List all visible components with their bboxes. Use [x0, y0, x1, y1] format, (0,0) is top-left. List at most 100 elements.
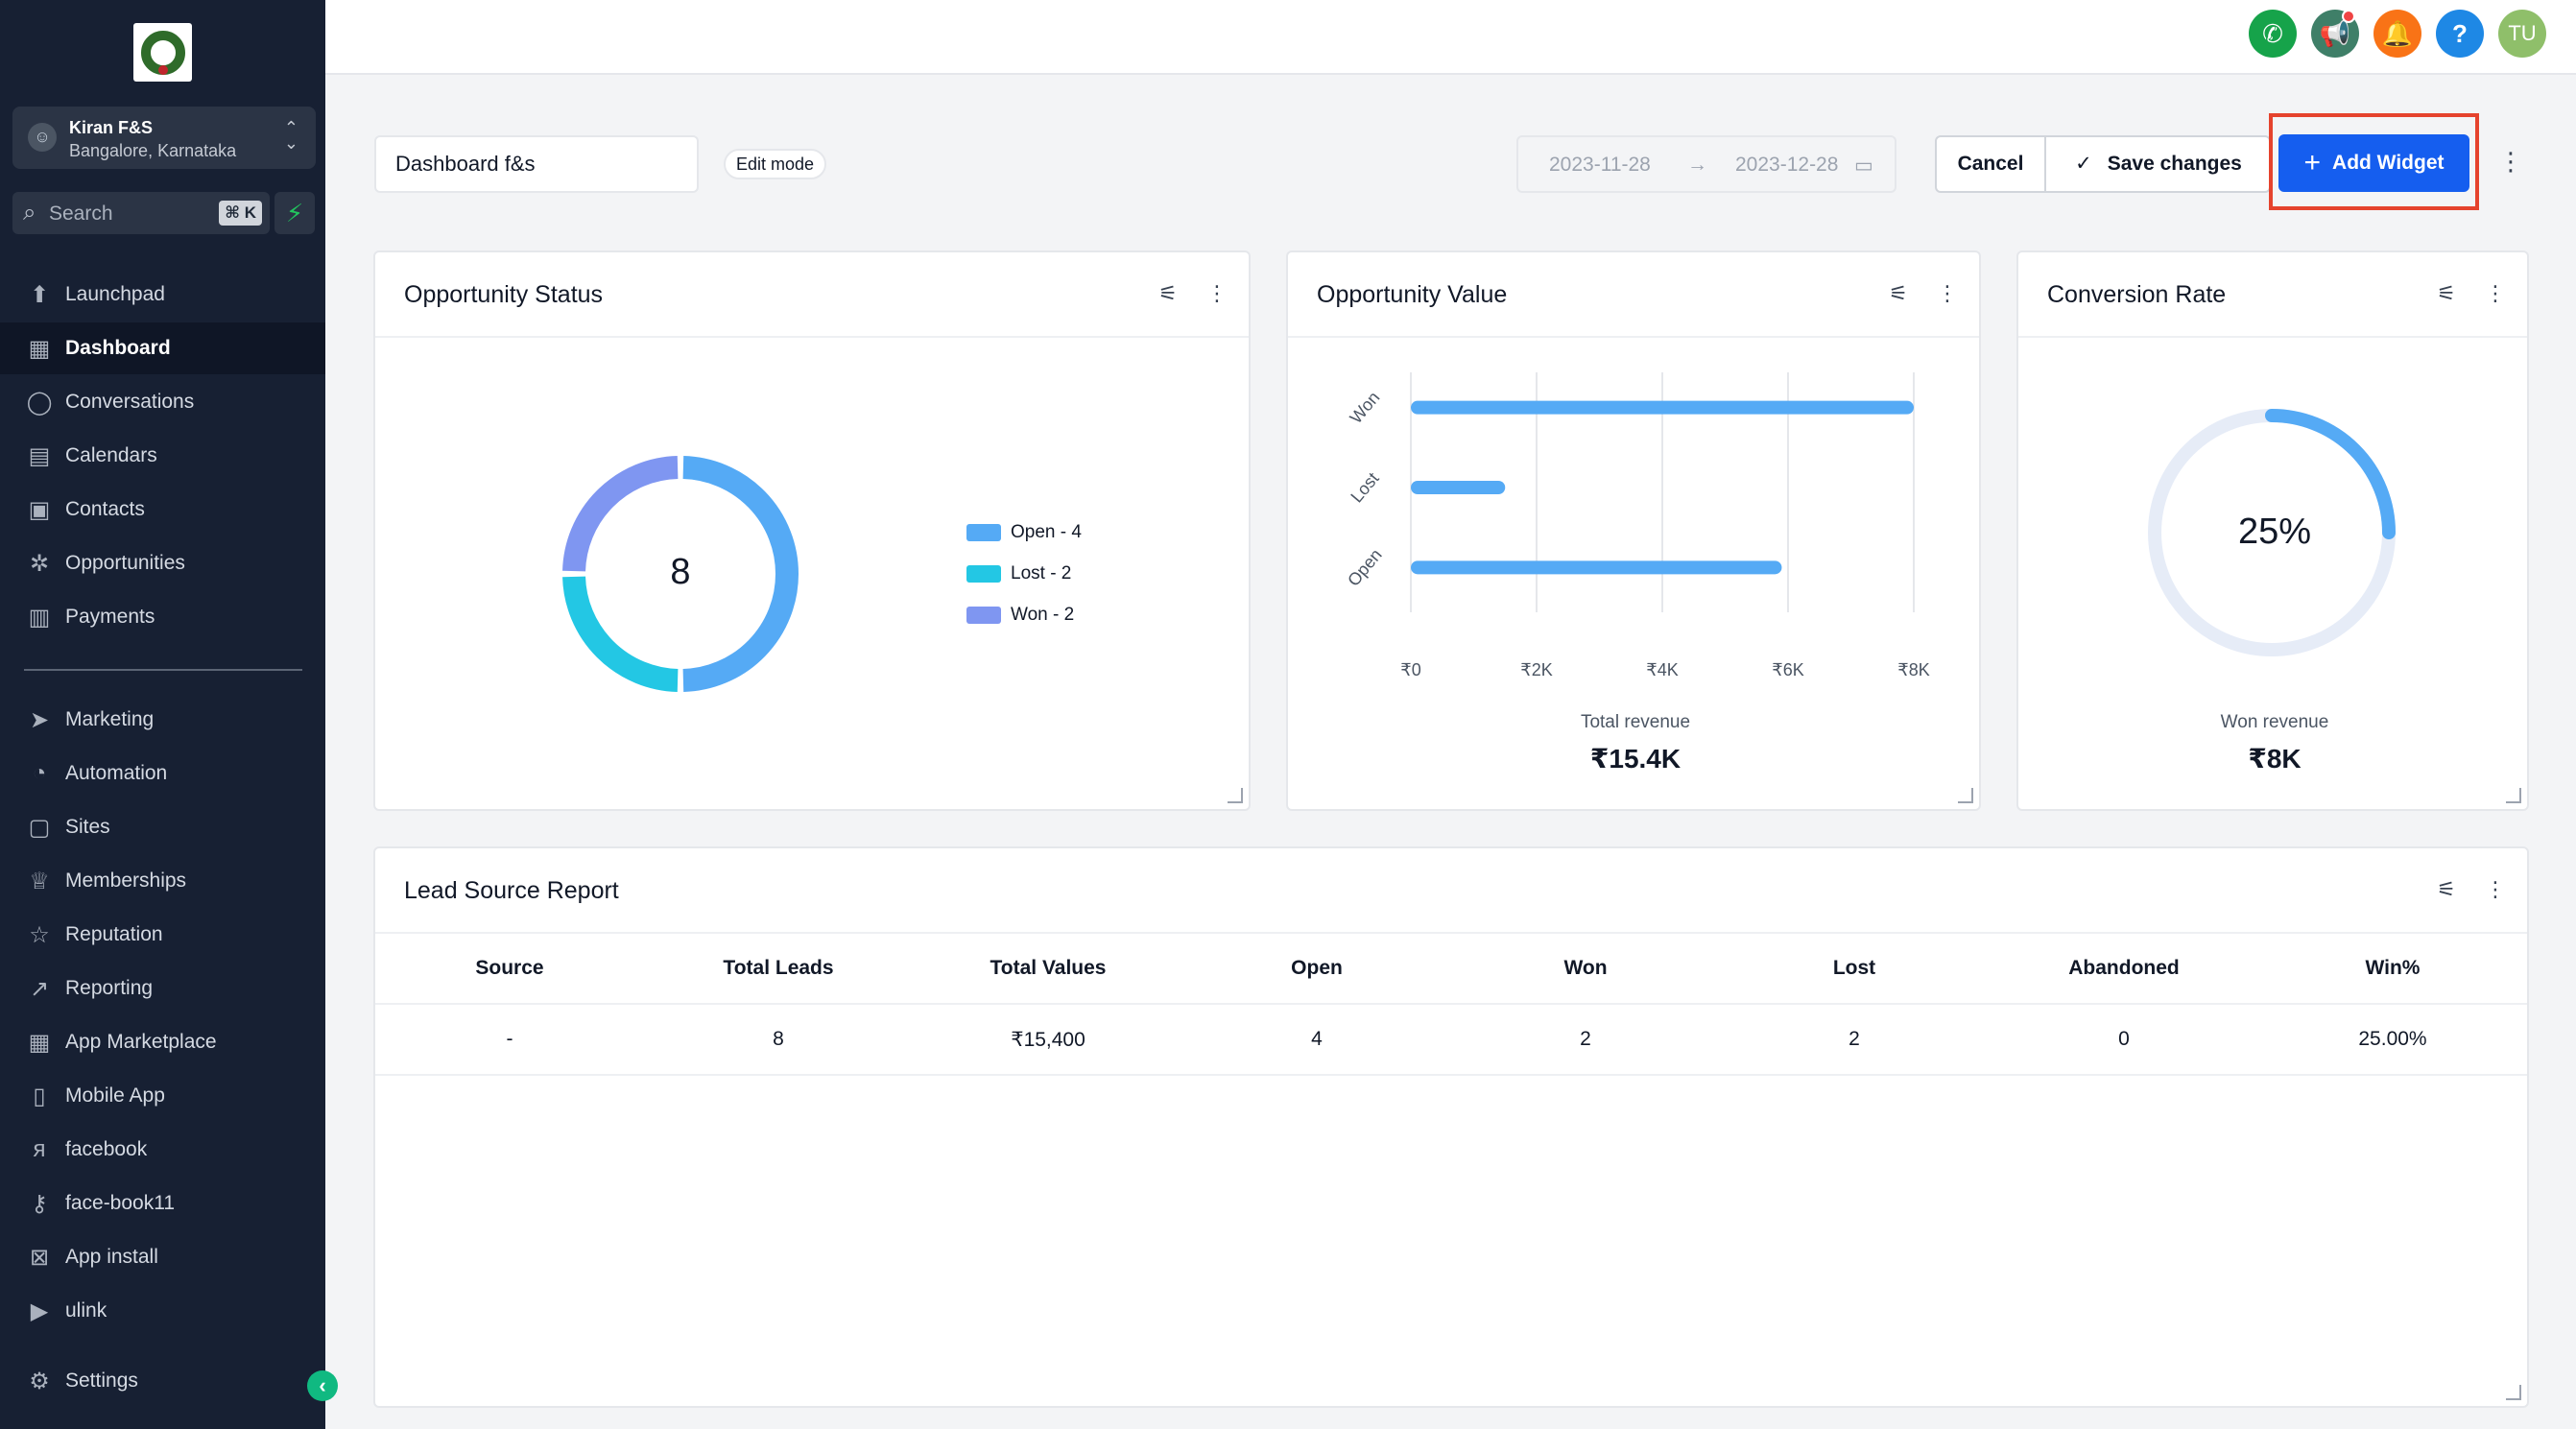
legend-item-won[interactable]: Won - 2	[966, 605, 1074, 626]
won-revenue-value: ₹8K	[2248, 744, 2302, 774]
user-avatar[interactable]: TU	[2498, 10, 2546, 58]
column-header[interactable]: Open	[1291, 957, 1343, 979]
megaphone-icon: 📢	[2319, 18, 2351, 48]
more-options-icon[interactable]: ⋮	[2485, 877, 2506, 901]
edit-actions: Cancel ✓ Save changes	[1935, 135, 2271, 193]
opportunity-status-card: Opportunity Status ⚟ ⋮ 8 Open - 4 Lost -…	[373, 250, 1251, 811]
bar-lost[interactable]	[1411, 481, 1506, 494]
search-input[interactable]: ⌕ Search ⌘ K	[12, 192, 270, 234]
x-tick-label: ₹8K	[1897, 660, 1929, 679]
conversion-percent: 25%	[2237, 512, 2312, 552]
column-header[interactable]: Abandoned	[2068, 957, 2180, 979]
sidebar-item-sites[interactable]: ▢ Sites	[0, 801, 325, 853]
sidebar-item-conversations[interactable]: ◯ Conversations	[0, 376, 325, 428]
sidebar-item-automation[interactable]: ◔ Automation	[0, 748, 325, 799]
column-header[interactable]: Total Leads	[723, 957, 834, 979]
column-header[interactable]: Win%	[2365, 957, 2421, 979]
contacts-icon: ▣	[28, 496, 51, 523]
y-tick-label: Won	[1347, 388, 1384, 427]
resize-handle[interactable]	[2506, 1385, 2521, 1400]
more-options-icon[interactable]: ⋮	[2485, 281, 2506, 305]
dashboard-icon: ▦	[28, 335, 51, 362]
search-placeholder: Search	[49, 202, 113, 225]
sidebar-item-label: ulink	[65, 1299, 107, 1322]
sidebar-item-label: Payments	[65, 606, 155, 628]
column-header[interactable]: Lost	[1832, 957, 1876, 979]
sidebar-item-label: Reporting	[65, 977, 154, 999]
account-location: Bangalore, Karnataka	[69, 141, 237, 160]
bar-won[interactable]	[1411, 400, 1914, 415]
x-tick-label: ₹0	[1400, 660, 1420, 679]
mobile-icon: ▯	[33, 1083, 46, 1109]
filter-icon[interactable]: ⚟	[2437, 877, 2456, 901]
column-header[interactable]: Total Values	[990, 957, 1107, 979]
cancel-button[interactable]: Cancel	[1937, 137, 2046, 191]
date-range-picker[interactable]: 2023-11-28 → 2023-12-28 ▭	[1516, 135, 1896, 193]
notifications-button[interactable]: 🔔	[2373, 10, 2421, 58]
sidebar-item-facebook[interactable]: я facebook	[0, 1124, 325, 1176]
bar-open[interactable]	[1411, 560, 1782, 575]
filter-icon[interactable]: ⚟	[1889, 281, 1908, 305]
sidebar-item-memberships[interactable]: ♕ Memberships	[0, 855, 325, 907]
column-header[interactable]: Won	[1563, 957, 1608, 979]
sidebar-item-label: Launchpad	[65, 283, 165, 305]
legend-label: Open - 4	[1011, 522, 1082, 542]
quick-action-button[interactable]: ⚡	[274, 192, 315, 234]
sidebar-item-app-install[interactable]: ⊠ App install	[0, 1231, 325, 1283]
phone-button[interactable]: ✆	[2249, 10, 2297, 58]
more-options-icon[interactable]: ⋮	[2498, 147, 2523, 176]
resize-handle[interactable]	[1228, 788, 1243, 803]
launchpad-icon: ⬆	[29, 281, 50, 308]
sidebar-item-label: App install	[65, 1246, 158, 1268]
sidebar-item-reputation[interactable]: ☆ Reputation	[0, 909, 325, 961]
add-widget-button[interactable]: + Add Widget	[2278, 134, 2469, 192]
memberships-icon: ♕	[29, 868, 50, 894]
sidebar-item-reporting[interactable]: ↗ Reporting	[0, 963, 325, 1014]
table-cell: 2	[1849, 1028, 1860, 1050]
sidebar-item-dashboard[interactable]: ▦ Dashboard	[0, 322, 325, 374]
resize-handle[interactable]	[2506, 788, 2521, 803]
chat-icon: ◯	[26, 389, 53, 416]
sidebar-item-calendars[interactable]: ▤ Calendars	[0, 430, 325, 482]
more-options-icon[interactable]: ⋮	[1206, 281, 1228, 305]
sidebar-item-app-marketplace[interactable]: ▦ App Marketplace	[0, 1016, 325, 1068]
sidebar-item-marketing[interactable]: ➤ Marketing	[0, 694, 325, 746]
save-label: Save changes	[2107, 153, 2242, 175]
collapse-sidebar-button[interactable]: ‹	[307, 1370, 338, 1401]
account-switcher[interactable]: ☺ Kiran F&S Bangalore, Karnataka ⌃ ⌄	[12, 107, 316, 169]
column-header[interactable]: Source	[475, 957, 544, 979]
sidebar-item-contacts[interactable]: ▣ Contacts	[0, 484, 325, 536]
key-icon: ⚷	[31, 1190, 48, 1217]
save-changes-button[interactable]: ✓ Save changes	[2046, 137, 2271, 191]
legend-item-open[interactable]: Open - 4	[966, 522, 1082, 543]
company-logo[interactable]	[133, 23, 192, 82]
resize-handle[interactable]	[1958, 788, 1973, 803]
highlight-box	[2269, 113, 2479, 210]
sidebar-item-ulink[interactable]: ▶ ulink	[0, 1285, 325, 1337]
sidebar-item-opportunities[interactable]: ✲ Opportunities	[0, 537, 325, 589]
lead-source-report-card: Lead Source Report ⚟ ⋮ Source Total Leads…	[373, 846, 2529, 1408]
sidebar-item-payments[interactable]: ▥ Payments	[0, 591, 325, 643]
filter-icon[interactable]: ⚟	[2437, 281, 2456, 305]
legend-item-lost[interactable]: Lost - 2	[966, 563, 1071, 584]
send-icon: ➤	[29, 706, 50, 733]
reporting-icon: ↗	[29, 975, 50, 1002]
conversion-rate-card: Conversion Rate ⚟ ⋮ 25% Won revenue ₹8K	[2016, 250, 2529, 811]
sidebar-item-settings[interactable]: ⚙ Settings	[0, 1355, 325, 1407]
sidebar-item-label: Automation	[65, 762, 168, 784]
y-tick-label: Open	[1344, 545, 1386, 590]
account-name: Kiran F&S	[69, 118, 154, 137]
filter-icon[interactable]: ⚟	[1158, 281, 1178, 305]
dashboard-name-input[interactable]: Dashboard f&s	[374, 135, 699, 193]
arrow-right-icon: →	[1687, 154, 1707, 176]
sidebar-item-launchpad[interactable]: ⬆ Launchpad	[0, 269, 325, 321]
help-button[interactable]: ?	[2436, 10, 2484, 58]
more-options-icon[interactable]: ⋮	[1937, 281, 1958, 305]
facebook-icon: я	[33, 1136, 46, 1162]
table-cell: 0	[2118, 1028, 2130, 1050]
search-icon: ⌕	[23, 200, 36, 226]
table-cell: -	[506, 1028, 513, 1050]
sidebar-item-face-book11[interactable]: ⚷ face-book11	[0, 1178, 325, 1229]
sidebar-item-mobile-app[interactable]: ▯ Mobile App	[0, 1070, 325, 1122]
ulink-icon: ▶	[30, 1298, 49, 1324]
